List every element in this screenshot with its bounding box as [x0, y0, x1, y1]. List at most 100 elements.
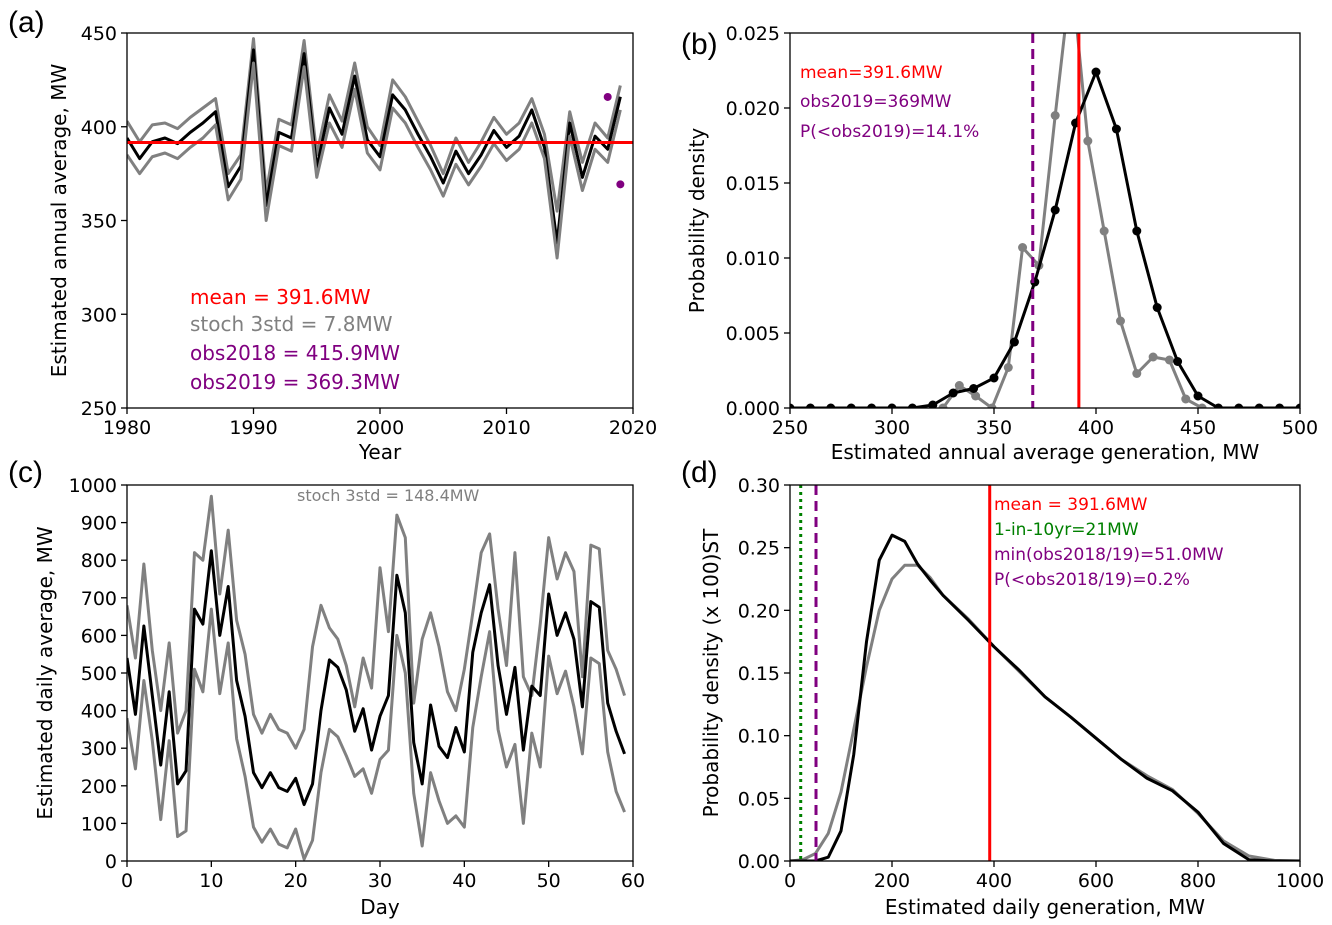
x-tick-label: 50 — [537, 870, 561, 892]
x-tick-label: 20 — [284, 870, 308, 892]
x-tick-label: 1980 — [103, 417, 151, 439]
panel-d: 0 200 400 600 800 1000 0.00 0.05 0.10 0.15 0.20 0.2… — [681, 456, 1324, 919]
plot-area — [127, 37, 633, 260]
y-tick-label: 0.20 — [738, 600, 780, 622]
series-point-observed — [954, 381, 964, 390]
x-tick-label: 2020 — [609, 417, 657, 439]
series-point-observed — [1050, 111, 1060, 120]
y-tick-label: 600 — [81, 625, 117, 647]
x-tick-label: 400 — [976, 870, 1012, 892]
series-point-stochastic — [887, 403, 897, 408]
series-point-observed — [1099, 226, 1109, 236]
axes-frame — [126, 484, 634, 862]
annotation-prob-below-obs2019: P(<obs2019)=14.1% — [800, 122, 979, 142]
y-tick-label: 800 — [81, 550, 117, 572]
annotation-mean: mean=391.6MW — [800, 63, 943, 83]
series-point-observed — [1132, 369, 1142, 378]
panel-label: (b) — [681, 28, 718, 61]
axes-frame — [789, 32, 1301, 409]
series-point-stochastic — [867, 403, 877, 408]
series-point-stochastic — [1009, 337, 1019, 347]
plot-area — [790, 33, 1300, 408]
y-tick-label: 0.15 — [738, 663, 780, 685]
series-point-stochastic — [1234, 403, 1244, 408]
series-line-mean — [127, 48, 622, 245]
plot-area — [127, 494, 626, 861]
series-point-observed — [938, 403, 948, 408]
x-tick-label: 30 — [368, 870, 392, 892]
series-point-stochastic — [1173, 357, 1183, 366]
annotation-obs2018: obs2018 = 415.9MW — [190, 341, 400, 365]
y-tick-label: 400 — [81, 701, 117, 723]
x-tick-label: 200 — [874, 870, 910, 892]
series-point-observed — [1148, 352, 1158, 362]
y-tick-label: 300 — [81, 304, 117, 326]
annotation-1-in-10yr: 1-in-10yr=21MW — [994, 520, 1139, 540]
series-point-stochastic — [1193, 391, 1203, 401]
panel-a: 1980 1990 2000 2010 2020 250 300 350 400 450 Year E… — [8, 6, 657, 464]
series-point-stochastic — [1254, 403, 1264, 408]
y-tick-label: 250 — [81, 398, 117, 420]
panel-c: 0 10 20 30 40 50 60010020030040050060070080090… — [8, 456, 645, 919]
x-tick-label: 0 — [784, 870, 796, 892]
x-axis-label: Year — [358, 440, 402, 464]
series-point-stochastic — [969, 384, 979, 393]
y-tick-label: 0.010 — [726, 248, 780, 270]
y-tick-label: 100 — [81, 813, 117, 835]
x-tick-label: 250 — [772, 417, 808, 439]
y-axis-label: Probability density — [685, 128, 709, 314]
x-tick-label: 40 — [452, 870, 476, 892]
y-tick-label: 0.020 — [726, 98, 780, 120]
x-tick-label: 400 — [1078, 417, 1114, 439]
y-tick-label: 0 — [105, 851, 117, 873]
series-point-stochastic — [826, 403, 836, 408]
plot-area — [790, 485, 1300, 861]
y-tick-label: 0.015 — [726, 173, 780, 195]
series-point-stochastic — [989, 373, 999, 383]
series-line-lower — [127, 607, 626, 861]
obs-point-2018 — [603, 92, 612, 101]
series-point-stochastic — [1275, 403, 1285, 408]
series-point-stochastic — [1213, 403, 1223, 408]
series-line-observed — [941, 33, 1203, 408]
series-point-stochastic — [907, 403, 917, 408]
series-line-upper — [127, 37, 622, 213]
series-line-observed — [790, 563, 1300, 861]
y-tick-label: 0.05 — [738, 788, 780, 810]
annotation-mean: mean = 391.6MW — [994, 495, 1148, 515]
series-point-observed — [1181, 394, 1191, 404]
y-tick-label: 0.10 — [738, 726, 780, 748]
panel-b: 250 300 350 400 450 500 0.000 0.005 0.010 0.015 0.… — [681, 23, 1318, 464]
x-axis-label: Estimated annual average generation, MW — [831, 440, 1260, 464]
x-axis-label: Day — [360, 895, 400, 919]
series-point-stochastic — [1152, 303, 1162, 312]
series-point-observed — [1115, 316, 1125, 326]
annotation-obs2019: obs2019=369MW — [800, 92, 952, 112]
y-tick-label: 350 — [81, 211, 117, 233]
y-axis-label: Estimated annual average, MW — [47, 64, 71, 378]
series-point-observed — [1164, 355, 1174, 365]
annotation-stoch-3std: stoch 3std = 7.8MW — [190, 312, 393, 336]
series-point-observed — [1083, 136, 1093, 146]
y-tick-label: 0.025 — [726, 23, 780, 45]
annotation-min-obs: min(obs2018/19)=51.0MW — [994, 545, 1224, 565]
y-tick-label: 0.000 — [726, 398, 780, 420]
y-tick-label: 900 — [81, 513, 117, 535]
y-tick-label: 450 — [81, 23, 117, 45]
series-point-stochastic — [928, 400, 938, 408]
x-tick-label: 600 — [1078, 870, 1114, 892]
x-tick-label: 0 — [121, 870, 133, 892]
series-point-stochastic — [1132, 226, 1142, 236]
series-point-stochastic — [1050, 205, 1060, 215]
series-point-observed — [971, 391, 981, 401]
y-tick-label: 0.00 — [738, 851, 780, 873]
x-tick-label: 1990 — [229, 417, 277, 439]
x-tick-label: 300 — [874, 417, 910, 439]
series-line-stochastic — [790, 533, 1300, 861]
y-tick-label: 300 — [81, 738, 117, 760]
y-tick-label: 700 — [81, 588, 117, 610]
series-point-stochastic — [790, 403, 795, 408]
y-axis-label: Estimated daily average, MW — [33, 526, 57, 819]
series-point-stochastic — [846, 403, 856, 408]
